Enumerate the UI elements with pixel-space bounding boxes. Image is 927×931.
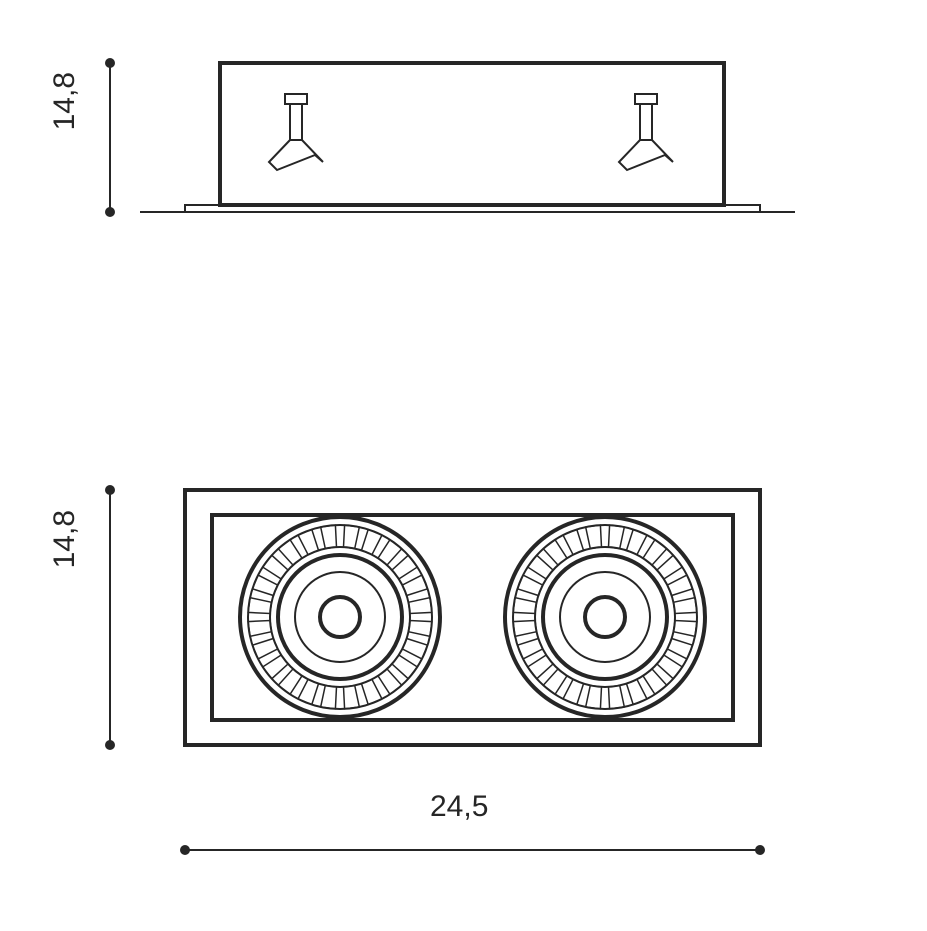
dim-width-bottom: 24,5 bbox=[430, 790, 488, 824]
dim-side-height-bottom: 14,8 bbox=[48, 510, 82, 568]
dim-side-height-top: 14,8 bbox=[48, 72, 82, 130]
